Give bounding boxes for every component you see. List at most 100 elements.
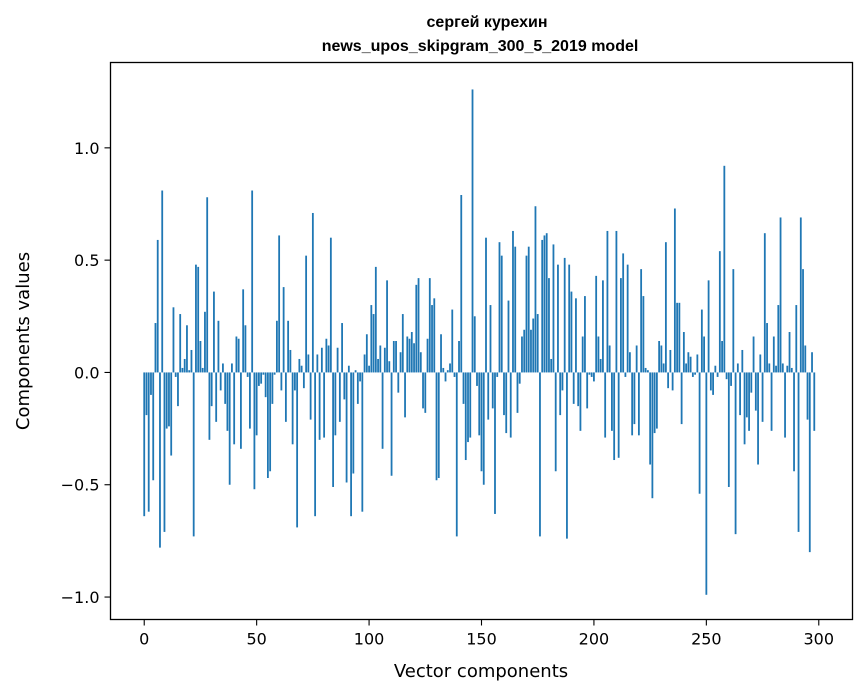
bar bbox=[179, 314, 182, 373]
bar bbox=[779, 217, 782, 373]
bar bbox=[752, 336, 755, 373]
bar bbox=[444, 372, 447, 382]
bar bbox=[770, 372, 773, 431]
bar bbox=[181, 367, 184, 373]
bar bbox=[271, 372, 274, 404]
bar bbox=[442, 367, 445, 373]
bar bbox=[788, 332, 791, 373]
bar bbox=[476, 372, 478, 386]
bar bbox=[552, 244, 555, 373]
bar bbox=[602, 280, 604, 373]
bar bbox=[689, 356, 692, 373]
x-tick-label: 250 bbox=[691, 630, 722, 649]
bar bbox=[588, 372, 591, 375]
bar bbox=[397, 372, 400, 393]
bar bbox=[222, 363, 224, 373]
y-tick-label: 1.0 bbox=[74, 139, 99, 158]
bar bbox=[424, 372, 427, 413]
bar bbox=[561, 372, 564, 391]
bar bbox=[417, 278, 420, 373]
bar bbox=[734, 372, 737, 535]
bar bbox=[388, 361, 391, 373]
bar bbox=[615, 230, 618, 373]
bar bbox=[509, 372, 512, 438]
bar bbox=[678, 302, 681, 373]
bar bbox=[455, 372, 458, 537]
bar bbox=[662, 363, 665, 373]
bar bbox=[530, 329, 532, 373]
bar bbox=[422, 372, 424, 409]
bar bbox=[354, 370, 357, 373]
bar bbox=[204, 311, 206, 373]
bar bbox=[386, 280, 388, 373]
bar bbox=[673, 208, 676, 373]
bar bbox=[644, 367, 647, 373]
bar bbox=[624, 372, 627, 377]
bar bbox=[210, 372, 213, 407]
bar bbox=[516, 372, 519, 413]
bar bbox=[347, 365, 350, 373]
bar bbox=[242, 289, 245, 373]
bar bbox=[168, 372, 170, 427]
bar bbox=[217, 320, 220, 373]
bar bbox=[703, 336, 705, 373]
bar bbox=[597, 336, 600, 373]
bar bbox=[811, 352, 813, 373]
bar bbox=[707, 280, 710, 373]
bar bbox=[799, 217, 802, 373]
bar bbox=[419, 352, 422, 373]
bar bbox=[802, 269, 804, 373]
bar bbox=[714, 365, 717, 373]
bar bbox=[280, 372, 283, 391]
bar bbox=[363, 354, 366, 373]
bar bbox=[291, 372, 294, 445]
bar bbox=[635, 345, 638, 373]
bar bbox=[379, 345, 382, 373]
bar bbox=[651, 372, 654, 499]
bar bbox=[781, 363, 784, 373]
bar bbox=[464, 372, 467, 461]
bar bbox=[491, 372, 494, 409]
bar bbox=[215, 372, 218, 422]
bar bbox=[685, 363, 688, 373]
bar bbox=[525, 255, 528, 373]
bar bbox=[505, 372, 508, 434]
bar bbox=[244, 325, 247, 373]
bar bbox=[316, 354, 319, 373]
bar bbox=[266, 372, 269, 478]
bar bbox=[671, 372, 674, 391]
bar bbox=[197, 266, 200, 373]
bar bbox=[201, 367, 204, 373]
bar bbox=[712, 372, 714, 395]
bar bbox=[572, 372, 575, 404]
bar bbox=[514, 246, 517, 373]
bar bbox=[570, 291, 573, 373]
bar bbox=[626, 264, 629, 373]
bar bbox=[224, 372, 227, 404]
bar bbox=[595, 275, 598, 373]
bar bbox=[147, 372, 150, 512]
bar bbox=[660, 345, 663, 373]
bar bbox=[314, 372, 317, 517]
x-tick-label: 50 bbox=[246, 630, 266, 649]
bar bbox=[332, 372, 334, 487]
bar bbox=[269, 372, 272, 472]
chart-title: сергей курехин bbox=[427, 14, 548, 31]
bar bbox=[777, 305, 780, 373]
bar bbox=[206, 197, 209, 373]
bar bbox=[435, 372, 438, 481]
y-tick-label: 0.0 bbox=[74, 363, 99, 382]
y-tick-label: −1.0 bbox=[61, 588, 100, 607]
bar bbox=[566, 372, 568, 539]
bar bbox=[606, 230, 609, 373]
bar bbox=[296, 372, 299, 528]
bar bbox=[664, 242, 667, 373]
bar bbox=[320, 347, 323, 373]
bar bbox=[228, 372, 231, 485]
bar bbox=[523, 329, 526, 373]
bar bbox=[682, 332, 685, 373]
bar bbox=[383, 347, 386, 373]
bar bbox=[532, 318, 535, 373]
bar bbox=[527, 246, 530, 373]
bar bbox=[392, 341, 395, 373]
